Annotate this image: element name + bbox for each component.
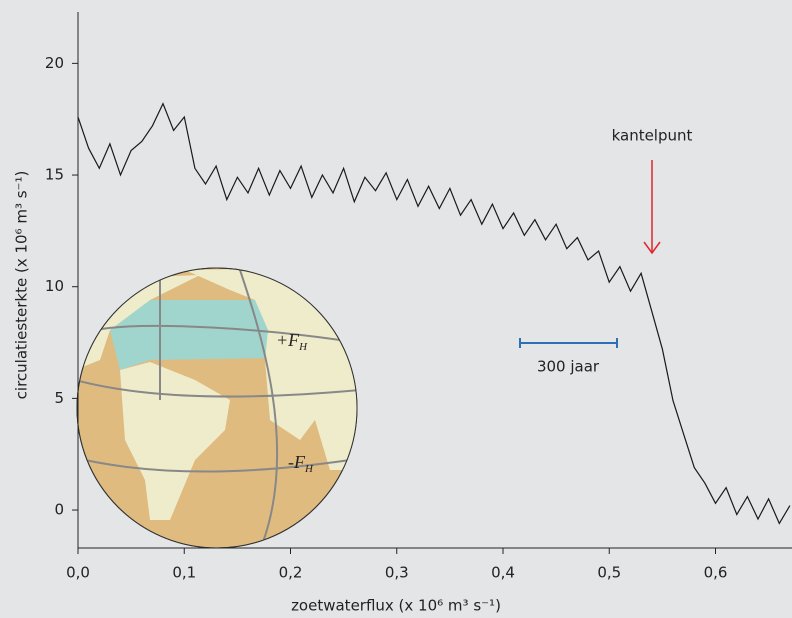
x-tick-label: 0,0 [66,564,90,582]
tipping-label: kantelpunt [612,127,693,145]
x-axis-title: zoetwaterflux (x 10⁶ m³ s⁻¹) [291,597,501,615]
flux-plus-text: +F [276,330,300,350]
flux-minus-text: -F [288,452,306,472]
globe: +FH -FH [70,268,380,550]
x-tick-label: 0,5 [597,564,621,582]
x-tick-label: 0,6 [704,564,728,582]
scale-label: 300 jaar [537,358,600,376]
x-tick-label: 0,1 [172,564,196,582]
x-tick-label: 0,4 [491,564,515,582]
y-tick-label: 0 [54,501,64,519]
x-tick-label: 0,2 [279,564,303,582]
y-tick-label: 20 [45,54,64,72]
chart: +FH -FH kantelpunt 300 jaar zoetwaterflu… [0,0,792,618]
x-tick-label: 0,3 [385,564,409,582]
page: {"chart_data": {"type": "line", "x_label… [0,0,792,618]
y-axis-title: circulatiesterkte (x 10⁶ m³ s⁻¹) [13,171,31,400]
y-tick-label: 10 [45,277,64,295]
flux-minus-sub: H [304,463,314,475]
y-tick-label: 5 [54,389,64,407]
y-tick-label: 15 [45,166,64,184]
flux-plus-sub: H [298,341,308,353]
